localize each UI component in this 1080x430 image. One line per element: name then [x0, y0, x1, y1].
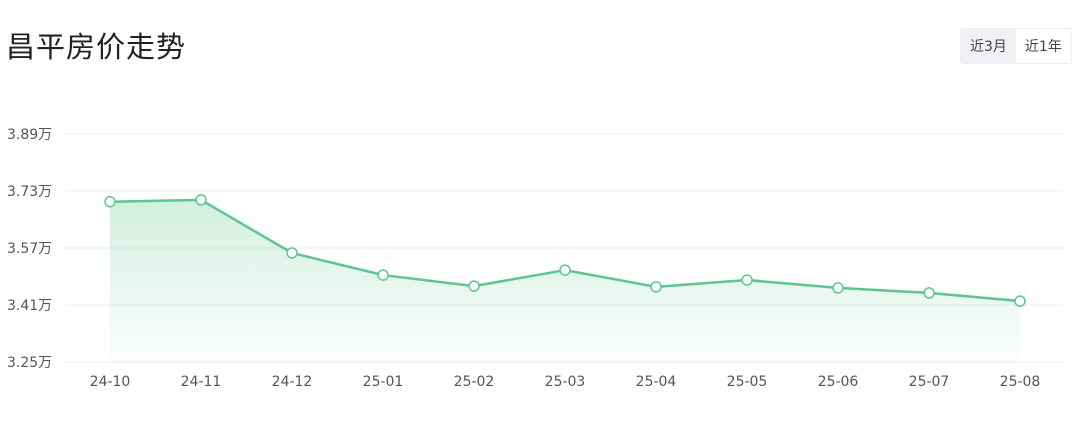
y-tick-label: 3.57万	[7, 241, 52, 257]
y-tick-label: 3.73万	[7, 184, 52, 200]
x-tick-label: 25-01	[363, 374, 404, 390]
data-point	[923, 287, 935, 299]
data-point	[832, 282, 844, 294]
x-tick-label: 24-12	[272, 374, 313, 390]
data-point	[377, 269, 389, 281]
tab-1-year[interactable]: 近1年	[1024, 39, 1062, 55]
range-toggle: 近3月 近1年	[960, 28, 1072, 64]
tab-3-months[interactable]: 近3月	[961, 29, 1016, 63]
data-point	[559, 264, 571, 276]
y-tick-label: 3.25万	[7, 355, 52, 371]
x-tick-label: 25-03	[545, 374, 586, 390]
x-tick-label: 25-04	[636, 374, 677, 390]
x-tick-label: 24-10	[90, 374, 131, 390]
x-tick-label: 25-07	[909, 374, 950, 390]
x-tick-label: 25-05	[727, 374, 768, 390]
area-fill	[110, 199, 1020, 362]
x-tick-label: 25-06	[818, 374, 859, 390]
y-tick-label: 3.89万	[7, 127, 52, 143]
x-tick-label: 25-02	[454, 374, 495, 390]
data-point	[468, 280, 480, 292]
data-point	[195, 194, 207, 206]
data-point	[1014, 295, 1026, 307]
data-point	[286, 247, 298, 259]
data-point	[104, 195, 116, 208]
x-tick-label: 25-08	[1000, 374, 1041, 390]
x-tick-label: 24-11	[181, 374, 222, 390]
page-title: 昌平房价走势	[6, 30, 187, 64]
data-point	[650, 281, 662, 293]
y-tick-label: 3.41万	[7, 298, 52, 314]
data-point	[741, 274, 753, 286]
